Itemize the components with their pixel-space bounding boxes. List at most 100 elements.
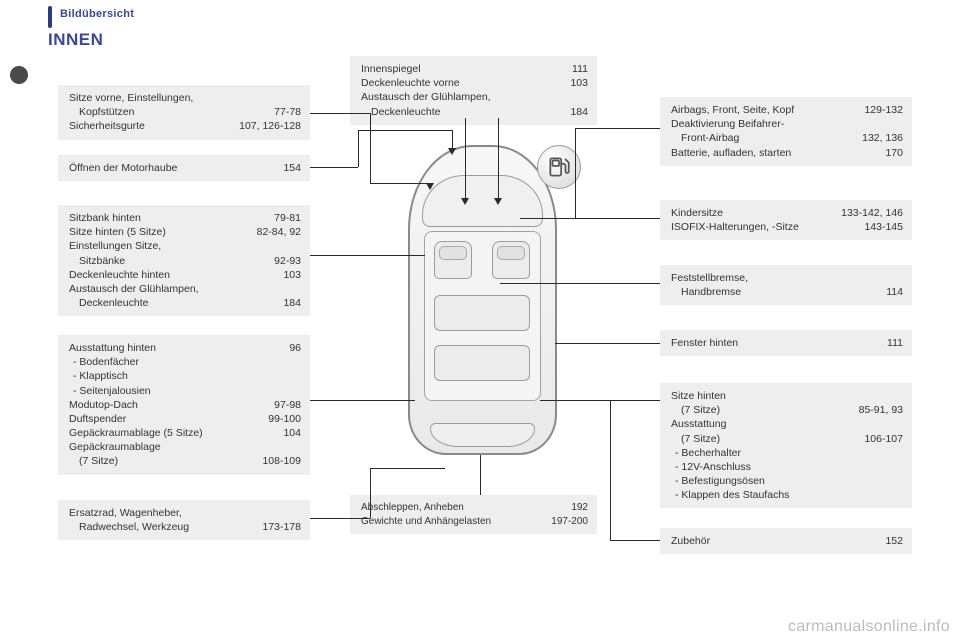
lbl: - Klapptisch bbox=[69, 369, 301, 383]
front-seat-left bbox=[434, 241, 472, 279]
lbl: Ersatzrad, Wagenheber, bbox=[69, 506, 301, 520]
lbl: Kindersitze bbox=[671, 206, 833, 220]
rear-window bbox=[430, 423, 535, 447]
lead bbox=[370, 183, 430, 184]
pg: 184 bbox=[562, 105, 588, 119]
lead bbox=[520, 218, 660, 219]
pg: 103 bbox=[562, 76, 588, 90]
lead bbox=[540, 400, 660, 401]
lbl: Innenspiegel bbox=[361, 62, 564, 76]
lbl: - Becherhalter bbox=[671, 446, 903, 460]
box-rear-fittings: Ausstattung hinten96 - Bodenfächer - Kla… bbox=[58, 335, 310, 475]
lbl: Austausch der Glühlampen, bbox=[361, 90, 588, 104]
lbl: Kopfstützen bbox=[69, 105, 266, 119]
lbl: Front-Airbag bbox=[671, 131, 854, 145]
lbl: Öffnen der Motorhaube bbox=[69, 161, 275, 175]
windshield bbox=[422, 175, 543, 227]
pg: 152 bbox=[877, 534, 903, 548]
box-rear-bench: Sitzbank hinten79-81 Sitze hinten (5 Sit… bbox=[58, 205, 310, 316]
lead bbox=[310, 113, 370, 114]
lead bbox=[452, 130, 453, 148]
lbl: Sicherheitsgurte bbox=[69, 119, 231, 133]
lbl: Radwechsel, Werkzeug bbox=[69, 520, 254, 534]
pg: 79-81 bbox=[266, 211, 301, 225]
lead bbox=[310, 255, 425, 256]
pg: 96 bbox=[281, 341, 301, 355]
box-front-seats: Sitze vorne, Einstellungen, Kopfstützen7… bbox=[58, 85, 310, 140]
lbl: Sitze vorne, Einstellungen, bbox=[69, 91, 301, 105]
lbl: Sitze hinten (5 Sitze) bbox=[69, 225, 249, 239]
lead bbox=[610, 540, 660, 541]
pg: 108-109 bbox=[254, 454, 301, 468]
lead bbox=[498, 118, 499, 198]
pg: 77-78 bbox=[266, 105, 301, 119]
pg: 104 bbox=[275, 426, 301, 440]
lbl: Deckenleuchte bbox=[361, 105, 562, 119]
lbl: - Seitenjalousien bbox=[69, 384, 301, 398]
pg: 114 bbox=[878, 285, 903, 299]
lbl: - 12V-Anschluss bbox=[671, 460, 903, 474]
pg: 143-145 bbox=[856, 220, 903, 234]
lead bbox=[610, 400, 611, 540]
lead bbox=[465, 118, 466, 198]
box-airbags: Airbags, Front, Seite, Kopf129-132 Deakt… bbox=[660, 97, 912, 166]
lead bbox=[358, 130, 452, 131]
lbl: Gepäckraumablage (5 Sitze) bbox=[69, 426, 275, 440]
lbl: Batterie, aufladen, starten bbox=[671, 146, 877, 160]
arrow-icon bbox=[426, 183, 434, 190]
lbl: (7 Sitze) bbox=[69, 454, 254, 468]
lbl: Deckenleuchte vorne bbox=[361, 76, 562, 90]
box-child-seats: Kindersitze133-142, 146 ISOFIX-Halterung… bbox=[660, 200, 912, 240]
lead bbox=[370, 468, 371, 518]
front-seat-right bbox=[492, 241, 530, 279]
pg: 197-200 bbox=[543, 515, 588, 529]
page-title: INNEN bbox=[48, 30, 103, 50]
pg: 111 bbox=[564, 62, 588, 76]
lbl: (7 Sitze) bbox=[671, 403, 851, 417]
vehicle-diagram bbox=[390, 145, 575, 455]
lbl: Sitze hinten bbox=[671, 389, 903, 403]
lbl: Handbremse bbox=[671, 285, 878, 299]
lead bbox=[310, 400, 415, 401]
lbl: Zubehör bbox=[671, 534, 877, 548]
lbl: ISOFIX-Halterungen, -Sitze bbox=[671, 220, 856, 234]
pg: 106-107 bbox=[856, 432, 903, 446]
lbl: Einstellungen Sitze, bbox=[69, 239, 301, 253]
lbl: Abschleppen, Anheben bbox=[361, 501, 563, 515]
lbl: Ausstattung bbox=[671, 417, 903, 431]
lbl: (7 Sitze) bbox=[671, 432, 856, 446]
lbl: Deckenleuchte bbox=[69, 296, 275, 310]
box-rear-seats-7: Sitze hinten (7 Sitze)85-91, 93 Ausstatt… bbox=[660, 383, 912, 508]
lead bbox=[370, 113, 371, 183]
pg: 184 bbox=[275, 296, 301, 310]
header-accent bbox=[48, 6, 52, 28]
arrow-icon bbox=[448, 148, 456, 155]
lbl: Fenster hinten bbox=[671, 336, 879, 350]
lead bbox=[310, 518, 370, 519]
lbl: Sitzbank hinten bbox=[69, 211, 266, 225]
lead bbox=[358, 130, 359, 167]
box-bonnet: Öffnen der Motorhaube154 bbox=[58, 155, 310, 181]
lbl: Deckenleuchte hinten bbox=[69, 268, 275, 282]
pg: 82-84, 92 bbox=[249, 225, 301, 239]
box-mirror-lights: Innenspiegel111 Deckenleuchte vorne103 A… bbox=[350, 56, 597, 125]
section-label: Bildübersicht bbox=[60, 8, 134, 20]
lead bbox=[310, 167, 358, 168]
pg: 107, 126-128 bbox=[231, 119, 301, 133]
lbl: Feststellbremse, bbox=[671, 271, 903, 285]
lead bbox=[370, 468, 445, 469]
pg: 129-132 bbox=[856, 103, 903, 117]
lead bbox=[480, 455, 481, 495]
lbl: Deaktivierung Beifahrer- bbox=[671, 117, 903, 131]
lbl: - Klappen des Staufachs bbox=[671, 488, 903, 502]
pg: 132, 136 bbox=[854, 131, 903, 145]
box-spare-wheel: Ersatzrad, Wagenheber, Radwechsel, Werkz… bbox=[58, 500, 310, 540]
rear-bench-2 bbox=[434, 345, 530, 381]
pg: 97-98 bbox=[266, 398, 301, 412]
lbl: Gewichte und Anhängelasten bbox=[361, 515, 543, 529]
pg: 111 bbox=[879, 336, 903, 350]
lbl: Gepäckraumablage bbox=[69, 440, 301, 454]
lbl: Sitzbänke bbox=[69, 254, 266, 268]
lbl: Austausch der Glühlampen, bbox=[69, 282, 301, 296]
pg: 192 bbox=[563, 501, 588, 515]
